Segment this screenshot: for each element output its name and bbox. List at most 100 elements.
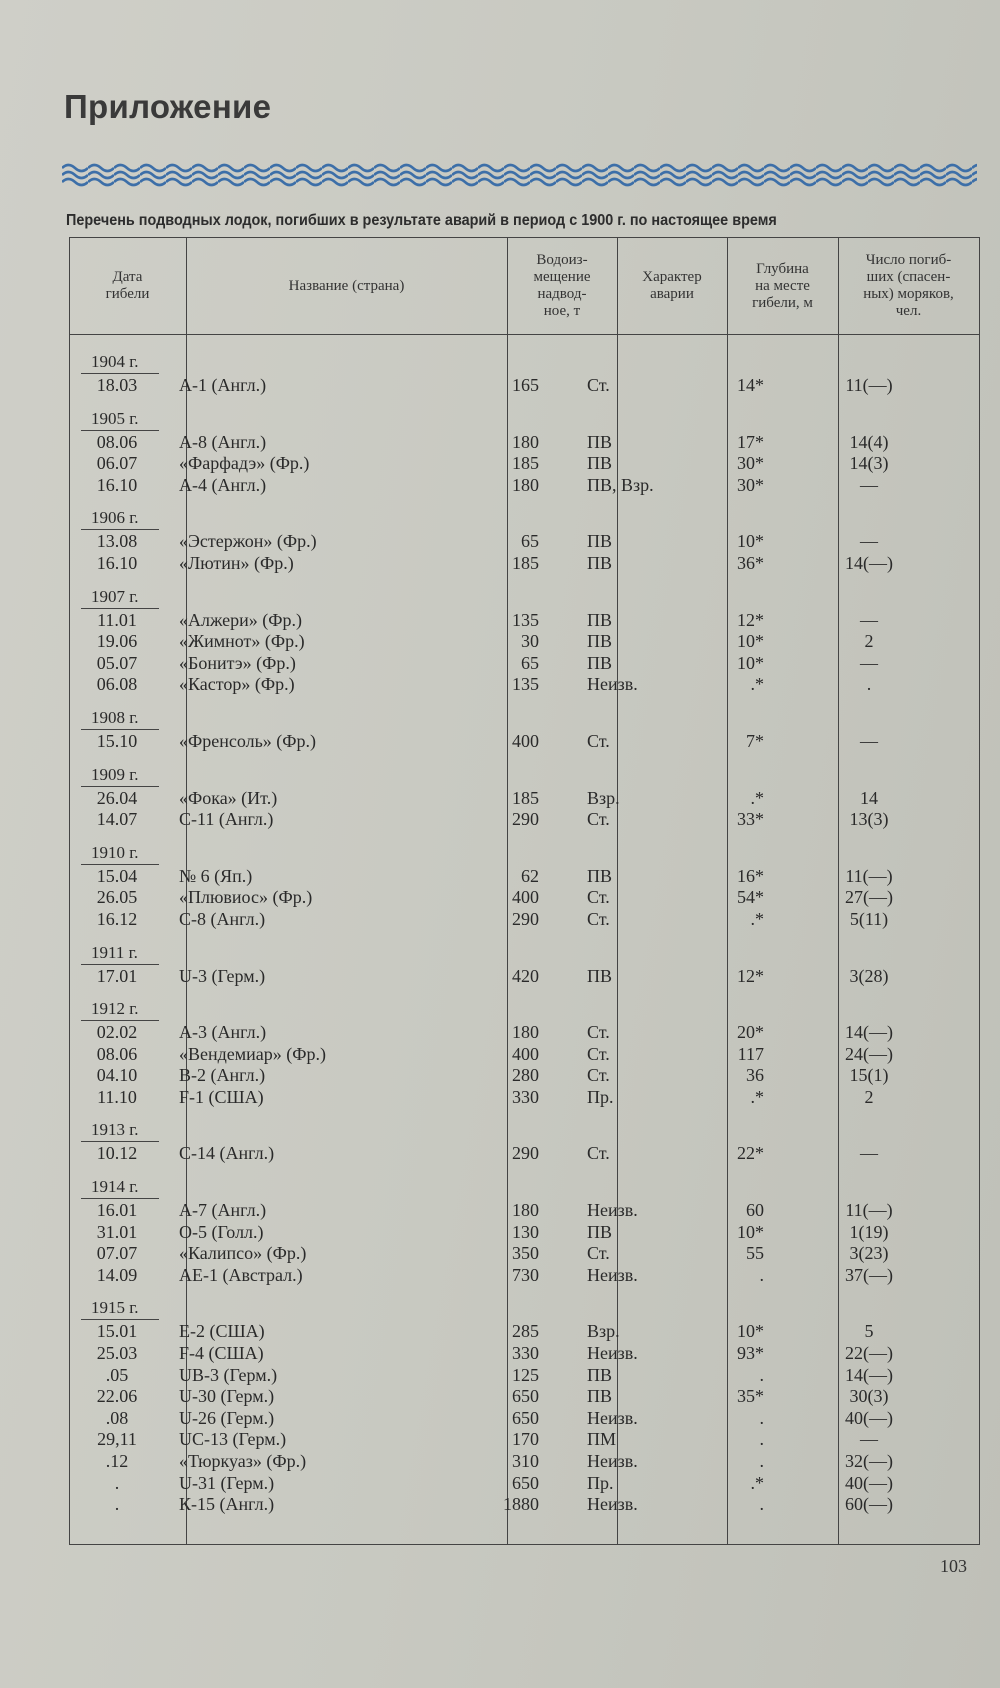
cell-type: Пр.: [587, 1086, 614, 1107]
year-heading: 1914 г.: [69, 1173, 980, 1200]
column-divider: [186, 238, 187, 1544]
column-divider: [727, 238, 728, 1544]
cell-disp: 290: [512, 809, 539, 830]
table-row: 04.10 В-2 (Англ.) 280 Ст. 36 15(1): [69, 1065, 980, 1087]
cell-type: ПМ: [587, 1429, 617, 1450]
table-row: 05.07 «Бонитэ» (Фр.) 65 ПВ 10* —: [69, 653, 980, 675]
cell-name: U-31 (Герм.): [179, 1472, 275, 1493]
cell-depth: 36*: [737, 552, 764, 573]
cell-name: «Тюркуаз» (Фр.): [179, 1451, 307, 1471]
table-row: 08.06 А-8 (Англ.) 180 ПВ 17* 14(4): [69, 432, 980, 454]
cell-type: Взр.: [587, 787, 620, 808]
cell-depth: .: [759, 1451, 765, 1471]
cell-type: Неизв.: [587, 1407, 638, 1428]
cell-date: 06.07: [96, 453, 138, 474]
cell-name: «Фока» (Ит.): [179, 787, 278, 808]
group-spacer: [69, 931, 980, 939]
cell-name: F-1 (США): [179, 1086, 264, 1107]
cell-type: Неизв.: [587, 1343, 638, 1364]
cell-name: «Бонитэ» (Фр.): [179, 652, 296, 673]
group-spacer: [69, 1108, 980, 1116]
cell-name: «Жимнот» (Фр.): [179, 631, 305, 652]
table-row: . К-15 (Англ.) 1880 Неизв.. 60(—): [69, 1494, 980, 1516]
table-row: 25.03 F-4 (США) 330 Неизв. 93* 22(—): [69, 1343, 980, 1365]
year-heading: 1913 г.: [69, 1116, 980, 1143]
cell-depth: 33*: [737, 809, 764, 830]
table-row: 15.04 № 6 (Яп.) 62 ПВ 16* 11(—): [69, 866, 980, 888]
table-row: 22.06 U-30 (Герм.) 650 ПВ 35* 30(3): [69, 1386, 980, 1408]
cell-date: 08.06: [96, 1043, 138, 1064]
cell-name: К-15 (Англ.): [179, 1494, 275, 1515]
year-group: 1913 г. 10.12 С-14 (Англ.) 290 Ст. 22* —: [69, 1116, 980, 1173]
cell-crew: 2: [864, 631, 874, 652]
cell-name: С-8 (Англ.): [179, 908, 266, 929]
table-row: 16.10 «Лютин» (Фр.) 185 ПВ 36* 14(—): [69, 553, 980, 575]
cell-type: Ст.: [587, 1243, 610, 1264]
cell-crew: 11(—): [845, 375, 893, 395]
cell-crew: 14(4): [849, 431, 889, 452]
cell-crew: 24(—): [845, 1043, 893, 1064]
wave-ornament: [62, 160, 977, 196]
cell-date: .: [114, 1472, 120, 1493]
cell-depth: 7*: [746, 730, 764, 751]
cell-disp: 125: [512, 1364, 539, 1385]
cell-depth: 12*: [737, 965, 764, 986]
cell-name: О-5 (Голл.): [179, 1221, 264, 1242]
cell-depth: 36: [746, 1065, 764, 1086]
year-heading: 1907 г.: [69, 583, 980, 610]
cell-date: .08: [105, 1407, 129, 1428]
cell-date: 07.07: [96, 1243, 138, 1264]
cell-disp: 420: [512, 965, 539, 986]
header-casualties: Число погиб- ших (спасен- ных) моряков, …: [863, 252, 954, 319]
cell-disp: 165: [512, 375, 539, 395]
cell-type: Ст.: [587, 1022, 610, 1043]
cell-depth: .: [759, 1264, 765, 1285]
year-label: 1910 г.: [91, 842, 139, 862]
year-group: 1909 г. 26.04 «Фока» (Ит.) 185 Взр. .* 14 14.07…: [69, 761, 980, 839]
cell-depth: .: [759, 1494, 765, 1515]
year-label: 1909 г.: [91, 764, 139, 784]
cell-type: ПВ: [587, 1364, 613, 1385]
year-label: 1908 г.: [91, 707, 139, 727]
cell-name: А-3 (Англ.): [179, 1022, 267, 1043]
year-group: 1910 г. 15.04 № 6 (Яп.) 62 ПВ 16* 11(—) 26.05 «П…: [69, 839, 980, 939]
group-spacer: [69, 696, 980, 704]
cell-date: .05: [105, 1364, 129, 1385]
cell-disp: 650: [512, 1407, 539, 1428]
table-row: 11.10 F-1 (США) 330 Пр. .* 2: [69, 1087, 980, 1109]
cell-type: Неизв.: [587, 1494, 638, 1515]
cell-crew: 60(—): [845, 1494, 893, 1515]
table-row: 06.07 «Фарфадэ» (Фр.) 185 ПВ 30* 14(3): [69, 453, 980, 475]
cell-disp: 180: [512, 431, 539, 452]
table-row: 06.08 «Кастор» (Фр.) 135 Неизв. .*.: [69, 674, 980, 696]
cell-depth: 55: [746, 1243, 764, 1264]
cell-depth: 10*: [737, 631, 764, 652]
year-label: 1912 г.: [91, 999, 139, 1019]
cell-name: № 6 (Яп.): [179, 865, 253, 886]
cell-disp: 180: [512, 1200, 539, 1221]
cell-disp: 290: [512, 908, 539, 929]
cell-disp: 135: [512, 674, 539, 695]
year-label: 1904 г.: [91, 352, 139, 371]
table-row: 08.06 «Вендемиар» (Фр.) 400 Ст. 117 24(—): [69, 1044, 980, 1066]
table-row: 14.07 С-11 (Англ.) 290 Ст. 33* 13(3): [69, 809, 980, 831]
cell-crew: 15(1): [849, 1065, 889, 1086]
cell-disp: 280: [512, 1065, 539, 1086]
year-label: 1905 г.: [91, 408, 139, 428]
cell-crew: 14(—): [845, 1022, 893, 1043]
cell-disp: 650: [512, 1386, 539, 1407]
cell-disp: 730: [512, 1264, 539, 1285]
year-group: 1904 г. 18.03 А-1 (Англ.) 165 Ст. 14* 11(—): [69, 348, 980, 405]
cell-date: 15.01: [96, 1321, 138, 1342]
cell-crew: 5: [864, 1321, 874, 1342]
year-heading: 1910 г.: [69, 839, 980, 866]
cell-type: Ст.: [587, 730, 610, 751]
cell-name: С-11 (Англ.): [179, 809, 274, 830]
cell-depth: 14*: [737, 375, 764, 395]
cell-type: ПВ: [587, 609, 613, 630]
table-row: 17.01 U-3 (Герм.) 420 ПВ 12* 3(28): [69, 966, 980, 988]
cell-disp: 330: [512, 1086, 539, 1107]
year-group: 1905 г. 08.06 А-8 (Англ.) 180 ПВ 17* 14(4) 06.0…: [69, 405, 980, 505]
cell-type: Неизв.: [587, 1200, 638, 1221]
cell-depth: 16*: [737, 865, 764, 886]
